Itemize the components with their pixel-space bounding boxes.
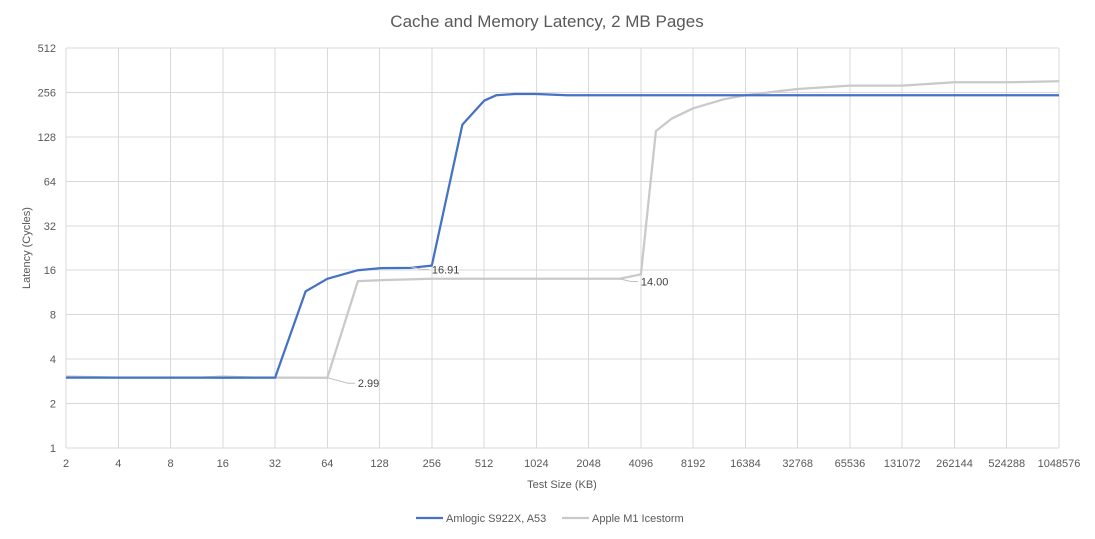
x-tick-label: 4 <box>115 458 121 470</box>
series-lines <box>65 80 1060 379</box>
x-axis-title: Test Size (KB) <box>527 479 597 491</box>
x-tick-label: 4096 <box>629 458 653 470</box>
y-tick-label: 64 <box>44 176 56 188</box>
x-tick-label: 256 <box>423 458 441 470</box>
data-label-leader <box>410 266 429 271</box>
y-tick-label: 512 <box>38 43 56 55</box>
x-tick-label: 16 <box>217 458 229 470</box>
legend-label: Apple M1 Icestorm <box>592 513 684 525</box>
x-tick-label: 131072 <box>884 458 921 470</box>
x-tick-label: 1048576 <box>1038 458 1081 470</box>
legend-label: Amlogic S922X, A53 <box>446 513 546 525</box>
grid <box>65 47 1060 449</box>
series-line <box>66 92 1059 379</box>
y-tick-label: 256 <box>38 87 56 99</box>
y-tick-label: 1 <box>50 443 56 455</box>
y-tick-label: 128 <box>38 132 56 144</box>
x-tick-label: 16384 <box>730 458 761 470</box>
x-tick-label: 1024 <box>524 458 548 470</box>
y-tick-label: 8 <box>50 310 56 322</box>
data-label: 16.91 <box>432 265 460 277</box>
x-tick-label: 64 <box>321 458 333 470</box>
data-label-leader <box>619 278 638 283</box>
x-tick-label: 128 <box>370 458 388 470</box>
data-label-leader <box>327 377 355 384</box>
legend: Amlogic S922X, A53 Apple M1 Icestorm <box>416 513 684 525</box>
x-tick-label: 32768 <box>782 458 813 470</box>
y-tick-label: 16 <box>44 265 56 277</box>
x-tick-label: 262144 <box>936 458 973 470</box>
x-tick-label: 2048 <box>576 458 600 470</box>
chart-title: Cache and Memory Latency, 2 MB Pages <box>390 12 703 31</box>
y-tick-label: 4 <box>50 354 56 366</box>
y-tick-label: 32 <box>44 221 56 233</box>
x-tick-label: 512 <box>475 458 493 470</box>
x-tick-label: 8 <box>167 458 173 470</box>
x-tick-label: 2 <box>63 458 69 470</box>
x-tick-label: 8192 <box>681 458 705 470</box>
data-labels: 16.91 14.00 2.99 <box>327 265 669 390</box>
series-line <box>65 80 1060 379</box>
data-label: 14.00 <box>641 277 669 289</box>
x-tick-label: 524288 <box>988 458 1025 470</box>
x-tick-label: 32 <box>269 458 281 470</box>
y-tick-label: 2 <box>50 399 56 411</box>
data-label: 2.99 <box>358 378 379 390</box>
x-tick-label: 65536 <box>835 458 866 470</box>
y-axis-title: Latency (Cycles) <box>21 207 33 289</box>
